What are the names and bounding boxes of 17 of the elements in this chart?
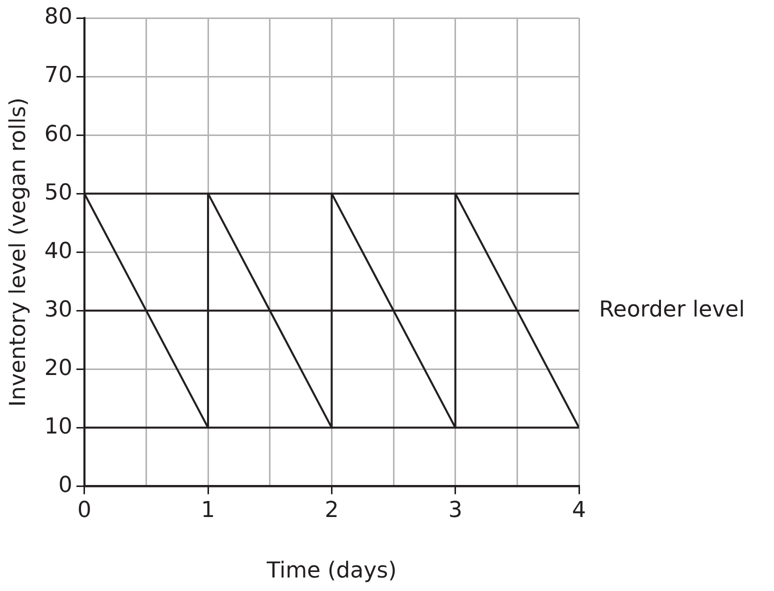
x-tick-label: 4: [572, 498, 586, 524]
x-tick-label: 1: [201, 498, 216, 524]
y-tick-label: 30: [44, 297, 72, 322]
y-tick-label: 40: [44, 238, 72, 264]
x-axis-title: Time (days): [266, 558, 397, 584]
x-tick-label: 3: [448, 498, 462, 524]
y-tick-label: 20: [44, 356, 72, 381]
y-tick-label: 70: [44, 63, 72, 88]
y-tick-label: 10: [44, 414, 72, 440]
y-tick-label: 50: [44, 180, 72, 206]
y-axis-title: Inventory level (vegan rolls): [6, 98, 31, 407]
x-tick-label: 2: [324, 498, 339, 524]
y-tick-label: 0: [58, 472, 72, 498]
y-tick-label: 80: [44, 4, 72, 30]
x-tick-label: 0: [77, 498, 92, 524]
series-label: Reorder level: [599, 297, 745, 322]
y-tick-label: 60: [44, 122, 72, 147]
